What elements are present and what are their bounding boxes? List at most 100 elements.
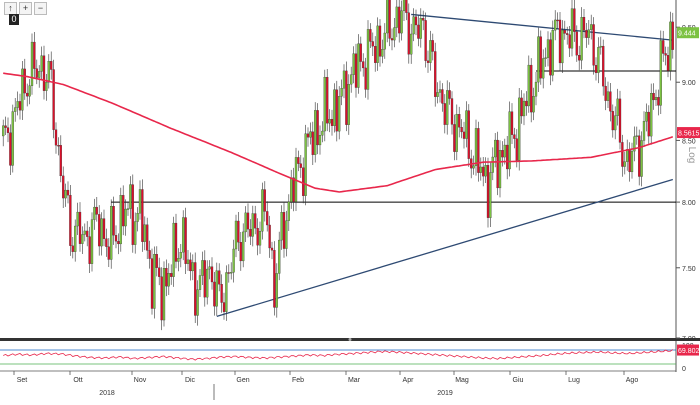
candle-body [566, 33, 569, 35]
candle-body [318, 135, 322, 146]
candle-body [78, 211, 82, 244]
candle-body [275, 273, 278, 308]
candle-body [467, 110, 470, 159]
candle-body [472, 165, 475, 169]
candle-body [23, 68, 26, 94]
candle-body [407, 12, 410, 55]
candle-body [136, 213, 139, 222]
x-month-label-4: Gen [236, 377, 249, 384]
candle-body [410, 33, 413, 55]
candle-body [393, 27, 396, 41]
candle-body [402, 0, 406, 11]
last-price-label: 9.444 [678, 31, 696, 38]
candle-body [198, 275, 202, 290]
candle-body [93, 206, 96, 220]
candle-body [134, 221, 137, 245]
candle-body [146, 224, 149, 251]
zoom-in-icon[interactable]: + [19, 2, 32, 15]
candle-body [347, 84, 350, 125]
y-tick-label-1: 7.50 [682, 266, 696, 273]
candle-body [266, 211, 269, 226]
candle-body [657, 97, 660, 106]
candle-body [645, 111, 648, 122]
candle-body [616, 98, 619, 116]
candle-body [28, 85, 31, 97]
candle-body [165, 268, 168, 287]
candle-body [170, 273, 173, 277]
candle-body [186, 259, 190, 264]
candle-body [69, 195, 72, 246]
candle-body [112, 205, 115, 236]
candle-body [618, 98, 622, 143]
candle-body [326, 76, 329, 124]
candle-body [330, 119, 334, 126]
chart-toolbar: ↑ + − [4, 2, 47, 15]
candle-body [537, 36, 540, 83]
candle-body [177, 258, 180, 262]
candle-body [143, 224, 146, 242]
candle-body [71, 245, 74, 252]
candle-body [16, 101, 19, 108]
y-tick-label-3: 8.50 [682, 138, 696, 145]
candle-body [2, 125, 5, 137]
candle-body [62, 175, 65, 199]
trendline-0 [216, 178, 673, 318]
candle-body [285, 220, 288, 249]
candle-body [292, 177, 295, 202]
candle-body [254, 213, 257, 229]
candle-body [26, 92, 29, 97]
candle-body [210, 266, 214, 283]
candle-body [602, 45, 605, 87]
candle-body [88, 236, 91, 264]
candle-body [155, 254, 158, 268]
candle-body [18, 101, 22, 111]
candle-body [335, 89, 338, 132]
candle-body [98, 214, 101, 247]
candle-body [554, 19, 557, 31]
zoom-out-icon[interactable]: − [34, 2, 47, 15]
candle-body [352, 53, 355, 75]
y-tick-label-2: 8.00 [682, 200, 696, 207]
candle-body [376, 25, 379, 63]
candle-body [33, 41, 36, 69]
ma-value-tag [677, 127, 700, 139]
candle-body [14, 107, 17, 112]
candle-body [527, 64, 530, 107]
candle-body [138, 189, 142, 214]
candle-body [242, 231, 245, 262]
x-month-label-7: Apr [403, 377, 415, 384]
candle-body [383, 32, 386, 50]
candle-body [256, 227, 259, 246]
candle-body [59, 145, 62, 177]
candle-body [398, 6, 401, 34]
candle-body [74, 225, 77, 252]
candle-body [220, 284, 223, 303]
candle-body [515, 138, 518, 161]
candle-body [278, 239, 281, 274]
candle-body [105, 238, 108, 247]
candle-body [119, 195, 122, 245]
candle-body [208, 266, 211, 270]
candle-body [117, 241, 120, 245]
candle-body [520, 97, 523, 117]
candle-body [662, 40, 665, 54]
x-month-label-11: Ago [626, 377, 639, 384]
candle-body [357, 43, 360, 88]
candle-body [621, 142, 624, 167]
candle-body [263, 189, 266, 212]
candle-body [532, 96, 535, 113]
x-month-label-5: Feb [292, 377, 304, 384]
candle-body [160, 276, 163, 321]
candle-body [328, 119, 331, 124]
candle-body [429, 40, 432, 63]
candle-body [395, 6, 398, 28]
candle-body [203, 260, 206, 298]
candle-body [578, 54, 581, 61]
pane-separator-grip [348, 338, 352, 341]
candle-body [597, 47, 600, 74]
candle-body [299, 163, 302, 168]
candle-body [126, 208, 130, 210]
candle-body [218, 270, 221, 285]
candle-body [561, 30, 564, 64]
